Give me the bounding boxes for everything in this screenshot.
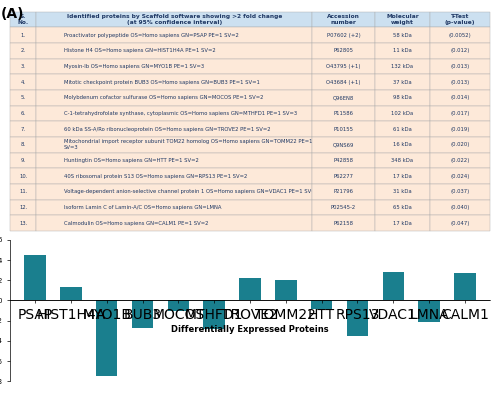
- Bar: [96, 300, 118, 376]
- Bar: [240, 278, 260, 300]
- Bar: [168, 300, 189, 310]
- Bar: [275, 280, 296, 300]
- Bar: [382, 272, 404, 300]
- Bar: [454, 273, 475, 300]
- Bar: [60, 287, 82, 300]
- X-axis label: Differentially Expressed Proteins: Differentially Expressed Proteins: [171, 325, 329, 334]
- Bar: [132, 300, 154, 328]
- Text: (A): (A): [0, 7, 24, 21]
- Bar: [311, 300, 332, 309]
- Bar: [24, 255, 46, 300]
- Bar: [418, 300, 440, 321]
- Bar: [346, 300, 368, 336]
- Bar: [204, 300, 225, 329]
